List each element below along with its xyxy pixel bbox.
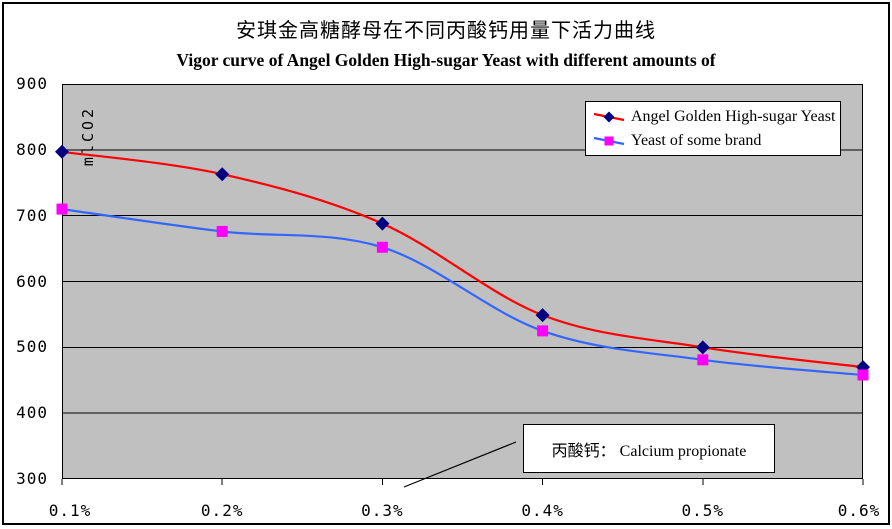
x-tick-label: 0.2%: [200, 501, 244, 520]
square-marker-icon: [56, 203, 68, 215]
series-line-0: [61, 150, 864, 369]
x-tick-label: 0.1%: [48, 501, 92, 520]
y-tick-label: 500: [16, 337, 48, 357]
y-tick-label: 900: [16, 74, 48, 93]
diamond-marker-icon: [375, 216, 390, 231]
legend-item-some-brand: Yeast of some brand: [592, 129, 840, 153]
chart-subtitle: Vigor curve of Angel Golden High-sugar Y…: [176, 50, 716, 70]
series-line-1: [61, 208, 864, 377]
diamond-marker-icon: [215, 167, 230, 182]
annotation-callout-line: [403, 441, 517, 488]
y-tick-label: 600: [16, 271, 48, 291]
annotation-text: 丙酸钙： Calcium propionate: [551, 442, 747, 460]
legend-square-marker-icon: [593, 136, 625, 146]
legend-label: Angel Golden High-sugar Yeast: [631, 108, 836, 125]
diamond-marker-icon: [55, 144, 69, 159]
diamond-marker-icon: [535, 308, 550, 323]
x-tick-label: 0.3%: [361, 501, 404, 520]
square-marker-icon: [216, 225, 228, 237]
square-marker-icon: [537, 325, 549, 337]
y-tick-label: 400: [16, 403, 48, 423]
square-marker-icon: [697, 354, 709, 366]
legend-label: Yeast of some brand: [631, 132, 762, 149]
y-tick-label: 300: [16, 469, 48, 488]
legend-diamond-marker-icon: [593, 111, 625, 123]
y-tick-label: 800: [16, 139, 48, 159]
x-tick-label: 0.5%: [681, 501, 725, 520]
x-tick-label: 0.6%: [837, 501, 881, 520]
legend: Angel Golden High-sugar Yeast Yeast of s…: [585, 101, 841, 156]
y-axis-unit-label: mlCO2: [79, 105, 97, 167]
legend-item-angel-yeast: Angel Golden High-sugar Yeast: [592, 105, 840, 129]
x-tick-label: 0.4%: [521, 501, 564, 520]
square-marker-icon: [857, 369, 869, 381]
square-marker-icon: [376, 241, 388, 253]
y-tick-label: 700: [16, 205, 48, 225]
diamond-marker-icon: [695, 340, 710, 355]
annotation-box: 丙酸钙： Calcium propionate: [523, 424, 775, 473]
chart-title: 安琪金高糖酵母在不同丙酸钙用量下活力曲线: [236, 20, 656, 42]
